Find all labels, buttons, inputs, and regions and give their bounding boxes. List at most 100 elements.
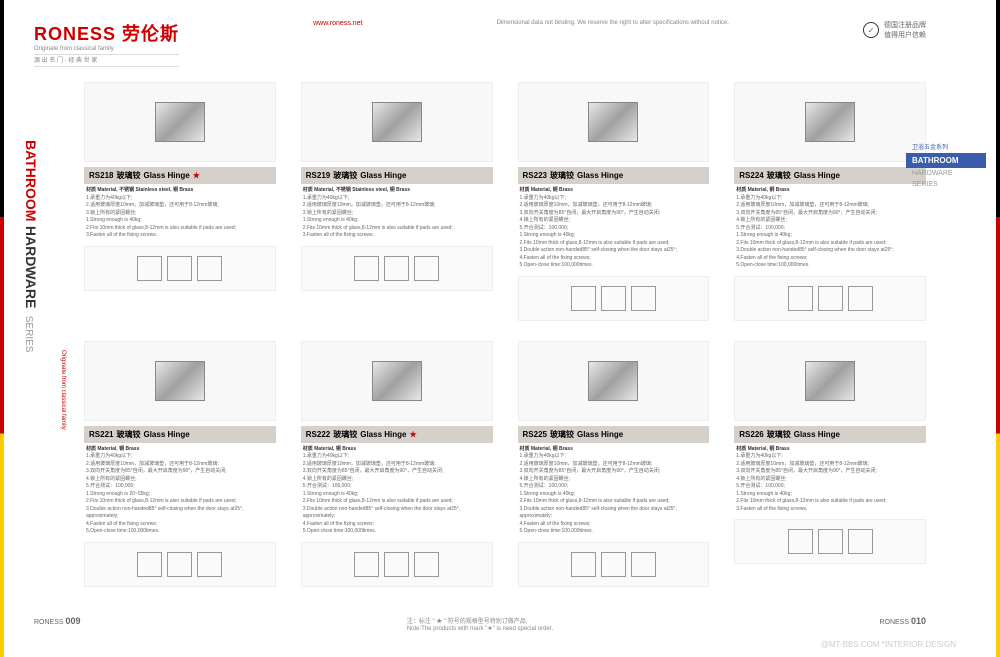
page-footer: RONESS 009 注：标注 " ★ " 符号的规格型号特别订做产品; Not… [34, 616, 926, 632]
spec-line: 4.Fasten all of the fixing screws; [520, 521, 708, 529]
spec-line: 2.适用玻璃厚度10mm，加减玻璃垫，还可用于8-12mm玻璃; [86, 202, 274, 210]
drawing-icon [788, 529, 813, 554]
product-card: RS222 玻璃铰 Glass Hinge★ 材质 Material, 铜 Br… [301, 341, 493, 587]
drawing-icon [631, 552, 656, 577]
watermark1: @MT-BBS.COM [821, 640, 880, 649]
product-name-en: Glass Hinge [360, 430, 406, 439]
product-name-cn: 玻璃铰 [116, 170, 140, 181]
spec-line: 1.承重力为40kg以下; [520, 453, 708, 461]
product-code: RS221 [89, 430, 113, 439]
product-specs: 材质 Material, 不锈钢 Stainless steel, 铜 Bras… [301, 184, 493, 243]
material-line: 材质 Material, 不锈钢 Stainless steel, 铜 Bras… [86, 187, 274, 195]
brand-logo: RONESS 劳伦斯 Originate from classical fami… [34, 20, 179, 67]
drawing-icon [414, 256, 439, 281]
product-specs: 材质 Material, 不锈钢 Stainless steel, 铜 Bras… [84, 184, 276, 243]
product-card: RS223 玻璃铰 Glass Hinge 材质 Material, 铜 Bra… [518, 82, 710, 321]
spec-line: 4.锁上所有的紧固螺丝; [736, 217, 924, 225]
spec-line: 3.Fasten all of the fixing screws. [303, 232, 491, 240]
note-cn: 注：标注 " ★ " 符号的规格型号特别订做产品; [407, 616, 553, 625]
spec-line: 2.适用玻璃厚度10mm，加减玻璃垫，还可用于8-12mm玻璃; [520, 461, 708, 469]
spec-line: 2.Fits 10mm thick of glass,8-12mm is als… [86, 225, 274, 233]
brand-subtitle: 源 出 名 门 · 经 典 世 家 [34, 55, 179, 67]
product-code: RS222 [306, 430, 330, 439]
spec-line: 1.Strong enough is 40kg; [520, 491, 708, 499]
spec-line: 2.Fits 10mm thick of glass,8-12mm is als… [303, 225, 491, 233]
spec-line: 5.开合测试：100,000; [736, 483, 924, 491]
hinge-icon [372, 361, 422, 401]
spec-line: 3.Double action non-handed85° self-closi… [736, 247, 924, 255]
footer-brand-right: RONESS [879, 619, 909, 626]
spec-line: 1.Strong enough is 40kg; [303, 491, 491, 499]
spec-line: 1.承重力为40kg以下; [303, 453, 491, 461]
website-url: www.roness.net [313, 20, 362, 27]
drawing-icon [848, 286, 873, 311]
spec-line: 4.Fasten all of the fixing screws; [86, 521, 274, 529]
product-name-en: Glass Hinge [143, 430, 189, 439]
product-name-cn: 玻璃铰 [767, 429, 791, 440]
star-icon: ★ [193, 171, 200, 180]
disclaimer-text: Dimensional data not binding. We reserve… [497, 20, 729, 26]
page-number-right: 010 [911, 616, 926, 626]
product-photo [301, 341, 493, 421]
spec-line: 1.承重力为40kg以下; [303, 195, 491, 203]
product-specs: 材质 Material, 铜 Brass 1.承重力为40kg以下;2.适用玻璃… [518, 443, 710, 539]
technical-drawing [518, 276, 710, 321]
spec-line: 2.Fits 10mm thick of glass,8-12mm is als… [303, 498, 491, 506]
product-specs: 材质 Material, 铜 Brass 1.承重力为40kg以下;2.适用玻璃… [301, 443, 493, 539]
product-name-en: Glass Hinge [360, 171, 406, 180]
spec-line: 1.Strong enough is 20~55kg; [86, 491, 274, 499]
spec-line: 5.Open-close time:100,000times. [303, 528, 491, 536]
technical-drawing [301, 246, 493, 291]
spec-line: 2.Fits 10mm thick of glass,8-12mm is als… [736, 498, 924, 506]
product-name-en: Glass Hinge [577, 171, 623, 180]
product-photo [518, 341, 710, 421]
spec-line: 3.Double action non-handed85° self-closi… [520, 247, 708, 255]
spec-line: 5.Open-close time:100,000times. [520, 528, 708, 536]
drawing-icon [384, 552, 409, 577]
drawing-icon [571, 286, 596, 311]
drawing-icon [354, 552, 379, 577]
section-bar3: SERIES [906, 179, 986, 190]
drawing-icon [571, 552, 596, 577]
spec-line: 5.开合测试：100,000; [303, 483, 491, 491]
material-line: 材质 Material, 铜 Brass [520, 187, 708, 195]
product-title: RS224 玻璃铰 Glass Hinge [734, 167, 926, 184]
spec-line: 1.承重力为40kg以下; [86, 453, 274, 461]
product-title: RS225 玻璃铰 Glass Hinge [518, 426, 710, 443]
product-name-en: Glass Hinge [794, 430, 840, 439]
product-photo [734, 82, 926, 162]
drawing-icon [384, 256, 409, 281]
drawing-icon [354, 256, 379, 281]
spec-line: 4.锁上所有的紧固螺丝; [86, 476, 274, 484]
spec-line: 2.适用玻璃厚度10mm，加减玻璃垫，还可用于8-12mm玻璃; [520, 202, 708, 210]
spec-line: 2.适用玻璃厚度10mm，加减玻璃垫，还可用于8-12mm玻璃; [303, 461, 491, 469]
spec-line: 1.Strong enough is 40kg; [303, 217, 491, 225]
spec-line: 4.锁上所有的紧固螺丝; [736, 476, 924, 484]
material-line: 材质 Material, 铜 Brass [520, 446, 708, 454]
spec-line: 5.Open-close time:100,000times. [736, 262, 924, 270]
spec-line: 3.双向开关角度为85°自闭，最大开启角度为90°，产生自动关闭; [736, 468, 924, 476]
right-margin: 卫浴五金系列 BATHROOM HARDWARE SERIES [966, 0, 996, 657]
spec-line: 3.Double action non-handed85° self-closi… [303, 506, 491, 521]
drawing-icon [197, 256, 222, 281]
spec-line: 3.锁上所有的紧固螺丝; [303, 210, 491, 218]
spec-line: 3.Double action non-handed85° self-closi… [520, 506, 708, 521]
spec-line: 3.双向开关角度为85°自闭，最大开启角度为90°，产生自动关闭; [86, 468, 274, 476]
spec-line: 1.Strong enough is 40kg; [520, 232, 708, 240]
product-code: RS218 [89, 171, 113, 180]
spec-line: 4.Fasten all of the fixing screws; [520, 255, 708, 263]
product-name-cn: 玻璃铰 [550, 429, 574, 440]
drawing-icon [631, 286, 656, 311]
brand-tagline: Originate from classical family [34, 46, 179, 55]
product-name-cn: 玻璃铰 [333, 170, 357, 181]
section-title1: BATHROOM [23, 140, 39, 221]
material-line: 材质 Material, 铜 Brass [303, 446, 491, 454]
material-line: 材质 Material, 铜 Brass [736, 446, 924, 454]
material-line: 材质 Material, 不锈钢 Stainless steel, 铜 Bras… [303, 187, 491, 195]
note-en: Note:The products with mark "★" is need … [407, 625, 553, 632]
spec-line: 2.Fits 10mm thick of glass,8-12mm is als… [520, 240, 708, 248]
product-code: RS225 [523, 430, 547, 439]
product-name-en: Glass Hinge [794, 171, 840, 180]
spec-line: 4.Fasten all of the fixing screws; [303, 521, 491, 529]
spec-line: 2.Fits 10mm thick of glass,8-12mm is als… [86, 498, 274, 506]
